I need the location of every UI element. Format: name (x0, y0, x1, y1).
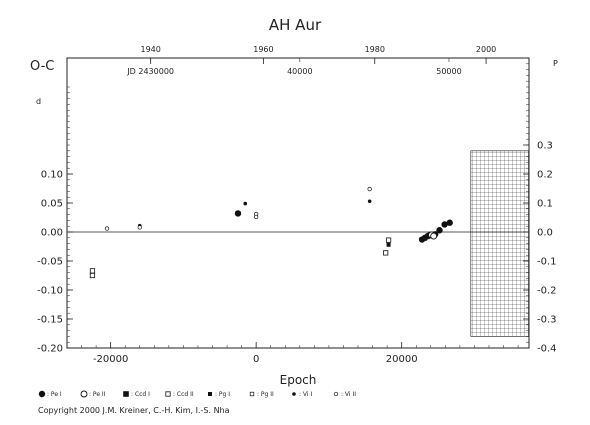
y-axis-label: O-C (30, 59, 54, 74)
data-point (137, 225, 142, 230)
data-point (104, 226, 110, 231)
legend-label: : Pg II (257, 391, 274, 398)
legend-label: : Ccd II (173, 391, 194, 398)
data-point (254, 214, 259, 220)
left-tick-label: 0.10 (41, 170, 63, 181)
data-point (441, 221, 448, 228)
legend-symbol (292, 392, 296, 396)
top-jd-label: 50000 (436, 67, 461, 76)
hatched-region (470, 150, 530, 337)
data-point (367, 186, 372, 192)
legend-label: : Ccd I (131, 391, 150, 398)
plot-frame (66, 57, 530, 349)
right-tick-label: -0.2 (537, 286, 557, 297)
top-year-label: 1980 (365, 45, 385, 54)
data-point (89, 268, 96, 274)
top-jd-label: 40000 (287, 67, 312, 76)
legend-symbol (249, 391, 255, 397)
left-tick-label: -0.05 (37, 257, 63, 268)
x-axis-label: Epoch (280, 373, 317, 387)
bottom-tick-label: 20000 (386, 354, 418, 365)
legend-label: : Pe I (47, 391, 62, 398)
legend-symbol (38, 390, 46, 398)
right-tick-label: 0.0 (537, 228, 553, 239)
legend-label: : Pe II (89, 391, 106, 398)
left-tick-label: -0.10 (37, 286, 63, 297)
right-tick-label: -0.3 (537, 315, 557, 326)
top-year-label: 2000 (476, 45, 496, 54)
right-tick-label: 0.2 (537, 170, 553, 181)
legend-symbol (333, 391, 339, 397)
data-point (243, 201, 248, 206)
data-point (436, 227, 443, 234)
bottom-axis-ticks: -20000 0 20000 (81, 342, 519, 365)
data-point (367, 199, 372, 204)
data-point (430, 232, 438, 240)
bottom-tick-label: 0 (253, 354, 259, 365)
copyright-text: Copyright 2000 J.M. Kreiner, C.-H. Kim, … (38, 406, 230, 415)
left-tick-label: -0.15 (37, 315, 63, 326)
legend-symbol (208, 392, 212, 396)
top-jd-label: JD 2430000 (126, 67, 174, 76)
chart-title: AH Aur (269, 16, 322, 34)
left-axis-ticks: -0.20 -0.15 -0.10 -0.05 0.00 0.05 0.10 (37, 86, 73, 355)
left-tick-label: 0.05 (41, 199, 63, 210)
data-point (383, 250, 389, 256)
top-year-label: 1940 (140, 45, 160, 54)
legend: : Pe I : Pe II : Ccd I : Ccd II : Pg I : Pg I… (38, 390, 356, 398)
legend-symbol (165, 391, 171, 397)
hatched-rect (470, 150, 530, 337)
data-point (89, 272, 96, 279)
top-year-label: 1960 (253, 45, 273, 54)
y-unit-left: d (36, 97, 41, 106)
right-tick-label: 0.3 (537, 141, 553, 152)
top-axis-ticks: 1940 1960 1980 2000 JD 2430000 40000 50000 (126, 45, 496, 76)
data-point (386, 242, 391, 247)
right-axis-ticks: -0.4 -0.3 -0.2 -0.1 0.0 0.1 0.2 0.3 (523, 57, 557, 355)
data-point (446, 219, 453, 226)
right-tick-label: -0.4 (537, 344, 557, 355)
right-tick-label: -0.1 (537, 257, 557, 268)
left-tick-label: -0.20 (37, 344, 63, 355)
data-points (89, 186, 453, 279)
legend-label: : Pg I (215, 391, 230, 398)
data-point (234, 210, 242, 217)
legend-label: : Vi I (299, 391, 312, 398)
right-tick-label: 0.1 (537, 199, 553, 210)
data-point (385, 237, 392, 243)
legend-label: : Vi II (341, 391, 356, 398)
legend-symbol (123, 391, 129, 397)
legend-symbol (80, 390, 88, 398)
left-tick-label: 0.00 (41, 228, 63, 239)
y-unit-right: P (553, 59, 558, 68)
bottom-tick-label: -20000 (93, 354, 128, 365)
